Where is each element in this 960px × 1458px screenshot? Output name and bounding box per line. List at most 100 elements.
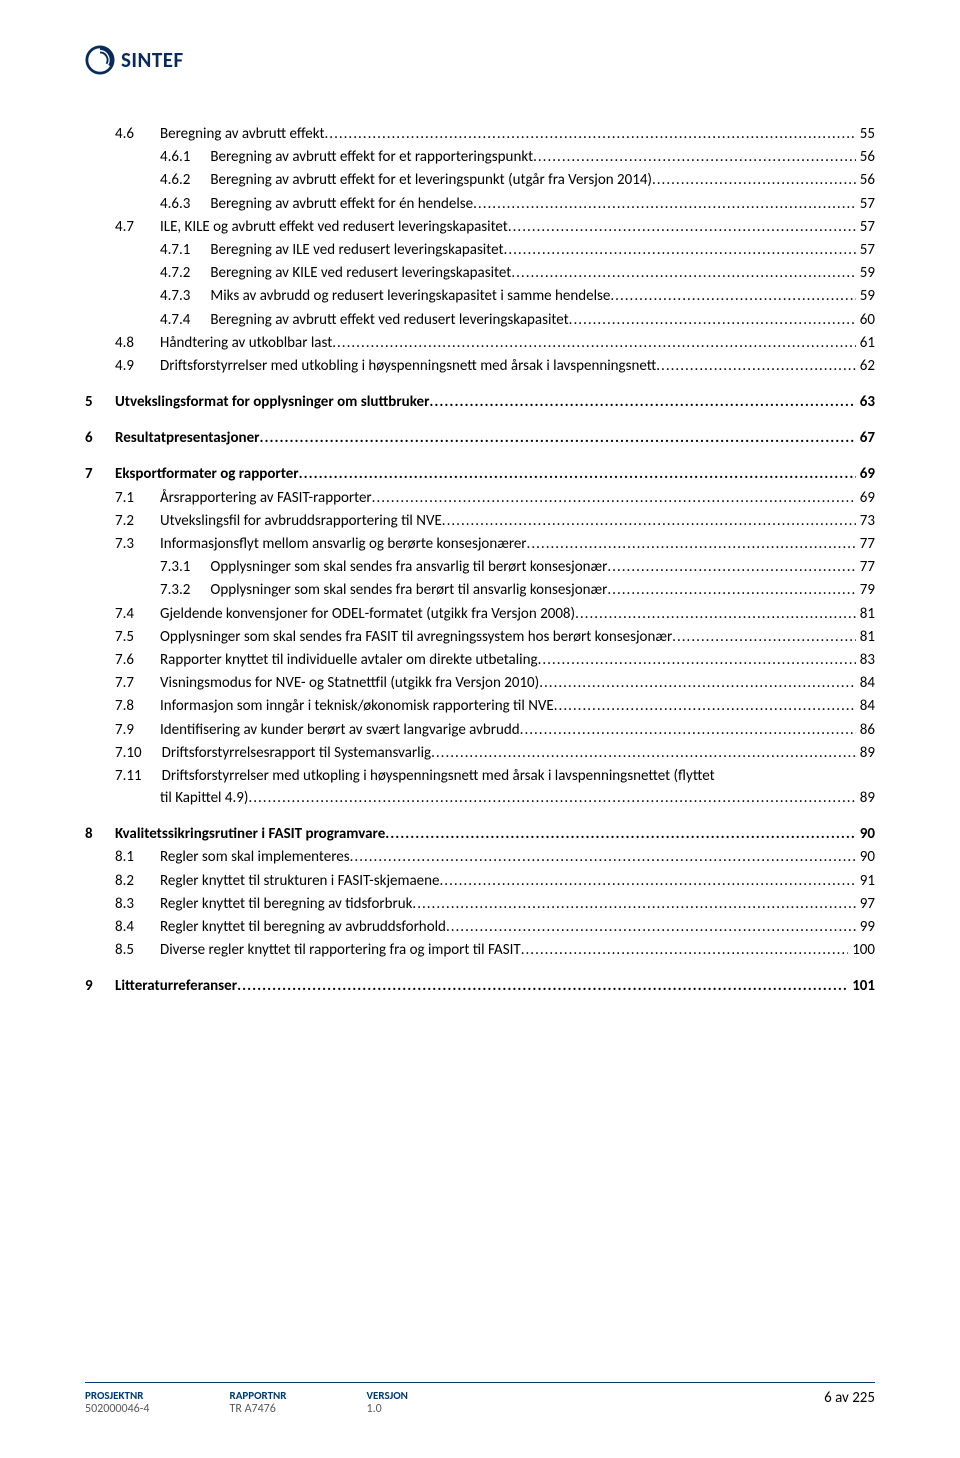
toc-title: Regler knyttet til beregning av tidsforb… (160, 893, 412, 915)
toc-title: Informasjon som inngår i teknisk/økonomi… (160, 695, 554, 717)
toc-number: 7.8 (115, 695, 160, 717)
toc-number: 7.1 (115, 487, 160, 509)
toc-page: 86 (856, 719, 875, 741)
toc-leader (385, 823, 856, 845)
toc-leader (442, 510, 856, 532)
toc-title: Beregning av avbrutt effekt for én hende… (210, 193, 473, 215)
toc-number: 4.7.3 (160, 285, 210, 307)
toc-number: 4.7 (115, 216, 160, 238)
toc-page: 90 (856, 846, 875, 868)
toc-entry: 7.1Årsrapportering av FASIT-rapporter 69 (85, 487, 875, 509)
toc-entry: 7.8Informasjon som inngår i teknisk/økon… (85, 695, 875, 717)
toc-leader (652, 169, 856, 191)
toc-title: Visningsmodus for NVE- og Statnettfil (u… (160, 672, 539, 694)
toc-page: 69 (856, 463, 875, 485)
toc-entry: 7.3.1Opplysninger som skal sendes fra an… (85, 556, 875, 578)
brand-logo: SINTEF (85, 45, 875, 75)
toc-number: 7.5 (115, 626, 160, 648)
brand-name: SINTEF (121, 47, 184, 73)
toc-title: Informasjonsflyt mellom ansvarlig og ber… (160, 533, 527, 555)
toc-number: 5 (85, 391, 115, 413)
toc-page: 97 (856, 893, 875, 915)
toc-title: Beregning av avbrutt effekt (160, 123, 325, 145)
toc-leader (412, 893, 855, 915)
toc-entry: til Kapittel 4.9) 89 (85, 787, 875, 809)
toc-entry: 7.6Rapporter knyttet til individuelle av… (85, 649, 875, 671)
toc-leader (554, 695, 856, 717)
toc-number: 8 (85, 823, 115, 845)
toc-leader (248, 787, 855, 809)
toc-number: 4.7.1 (160, 239, 210, 261)
toc-entry: 4.7.4Beregning av avbrutt effekt ved red… (85, 309, 875, 331)
toc-entry: 4.7ILE, KILE og avbrutt effekt ved redus… (85, 216, 875, 238)
toc-number: 4.6 (115, 123, 160, 145)
toc-entry: 5Utvekslingsformat for opplysninger om s… (85, 391, 875, 413)
toc-title: Rapporter knyttet til individuelle avtal… (160, 649, 538, 671)
toc-number: 4.9 (115, 355, 160, 377)
toc-title: Eksportformater og rapporter (115, 463, 299, 485)
toc-page: 55 (856, 123, 875, 145)
toc-leader (607, 579, 855, 601)
toc-leader (521, 939, 848, 961)
footer-value: 1.0 (366, 1402, 407, 1416)
toc-entry: 4.6Beregning av avbrutt effekt 55 (85, 123, 875, 145)
document-page: SINTEF 4.6Beregning av avbrutt effekt 55… (0, 0, 960, 998)
toc-page: 59 (856, 285, 875, 307)
toc-title: Litteraturreferanser (115, 975, 237, 997)
toc-page: 77 (856, 533, 875, 555)
page-indicator: 6 av 225 (824, 1389, 875, 1407)
toc-entry: 4.7.1Beregning av ILE ved redusert lever… (85, 239, 875, 261)
toc-page: 100 (848, 939, 875, 961)
toc-page: 67 (856, 427, 875, 449)
toc-page: 83 (856, 649, 875, 671)
toc-page: 77 (856, 556, 875, 578)
toc-number: 4.6.2 (160, 169, 210, 191)
toc-number: 8.5 (115, 939, 160, 961)
toc-entry: 4.6.2Beregning av avbrutt effekt for et … (85, 169, 875, 191)
toc-title: Beregning av avbrutt effekt for et lever… (210, 169, 652, 191)
toc-title: Opplysninger som skal sendes fra FASIT t… (160, 626, 672, 648)
toc-entry: 7.3Informasjonsflyt mellom ansvarlig og … (85, 533, 875, 555)
toc-page: 57 (856, 239, 875, 261)
toc-leader (260, 427, 856, 449)
footer-page-number: 6 av 225 (824, 1389, 875, 1416)
toc-page: 89 (856, 787, 875, 809)
footer-divider (85, 1382, 875, 1383)
toc-page: 99 (856, 916, 875, 938)
footer-grid: PROSJEKTNR 502000046-4 RAPPORTNR TR A747… (85, 1389, 875, 1416)
toc-number: 7.9 (115, 719, 160, 741)
toc-title: Regler som skal implementeres (160, 846, 350, 868)
toc-page: 62 (856, 355, 875, 377)
toc-entry: 8.5Diverse regler knyttet til rapporteri… (85, 939, 875, 961)
toc-title: Håndtering av utkoblbar last (160, 332, 332, 354)
toc-entry: 8.3Regler knyttet til beregning av tidsf… (85, 893, 875, 915)
toc-page: 90 (856, 823, 875, 845)
toc-leader (672, 626, 856, 648)
toc-leader (473, 193, 856, 215)
toc-title: Kvalitetssikringsrutiner i FASIT program… (115, 823, 385, 845)
toc-entry: 4.7.2Beregning av KILE ved redusert leve… (85, 262, 875, 284)
toc-entry: 7.3.2Opplysninger som skal sendes fra be… (85, 579, 875, 601)
toc-title: til Kapittel 4.9) (160, 787, 248, 809)
toc-number: 7 (85, 463, 115, 485)
toc-page: 61 (856, 332, 875, 354)
toc-leader (533, 146, 856, 168)
footer-col-version: VERSJON 1.0 (366, 1389, 487, 1416)
toc-entry: 7.7Visningsmodus for NVE- og Statnettfil… (85, 672, 875, 694)
toc-page: 84 (856, 695, 875, 717)
toc-leader (610, 285, 855, 307)
toc-page: 81 (856, 603, 875, 625)
toc-number: 7.2 (115, 510, 160, 532)
table-of-contents: 4.6Beregning av avbrutt effekt 554.6.1Be… (85, 123, 875, 998)
footer-col-report: RAPPORTNR TR A7476 (230, 1389, 367, 1416)
toc-entry: 9Litteraturreferanser 101 (85, 975, 875, 997)
toc-entry: 7.10Driftsforstyrrelsesrapport til Syste… (85, 742, 875, 764)
toc-title: Utvekslingsformat for opplysninger om sl… (115, 391, 429, 413)
toc-entry: 8.2Regler knyttet til strukturen i FASIT… (85, 870, 875, 892)
toc-number: 9 (85, 975, 115, 997)
toc-leader (299, 463, 856, 485)
toc-entry: 4.7.3Miks av avbrudd og redusert leverin… (85, 285, 875, 307)
toc-number: 7.4 (115, 603, 160, 625)
toc-page: 56 (856, 169, 875, 191)
toc-page: 73 (856, 510, 875, 532)
